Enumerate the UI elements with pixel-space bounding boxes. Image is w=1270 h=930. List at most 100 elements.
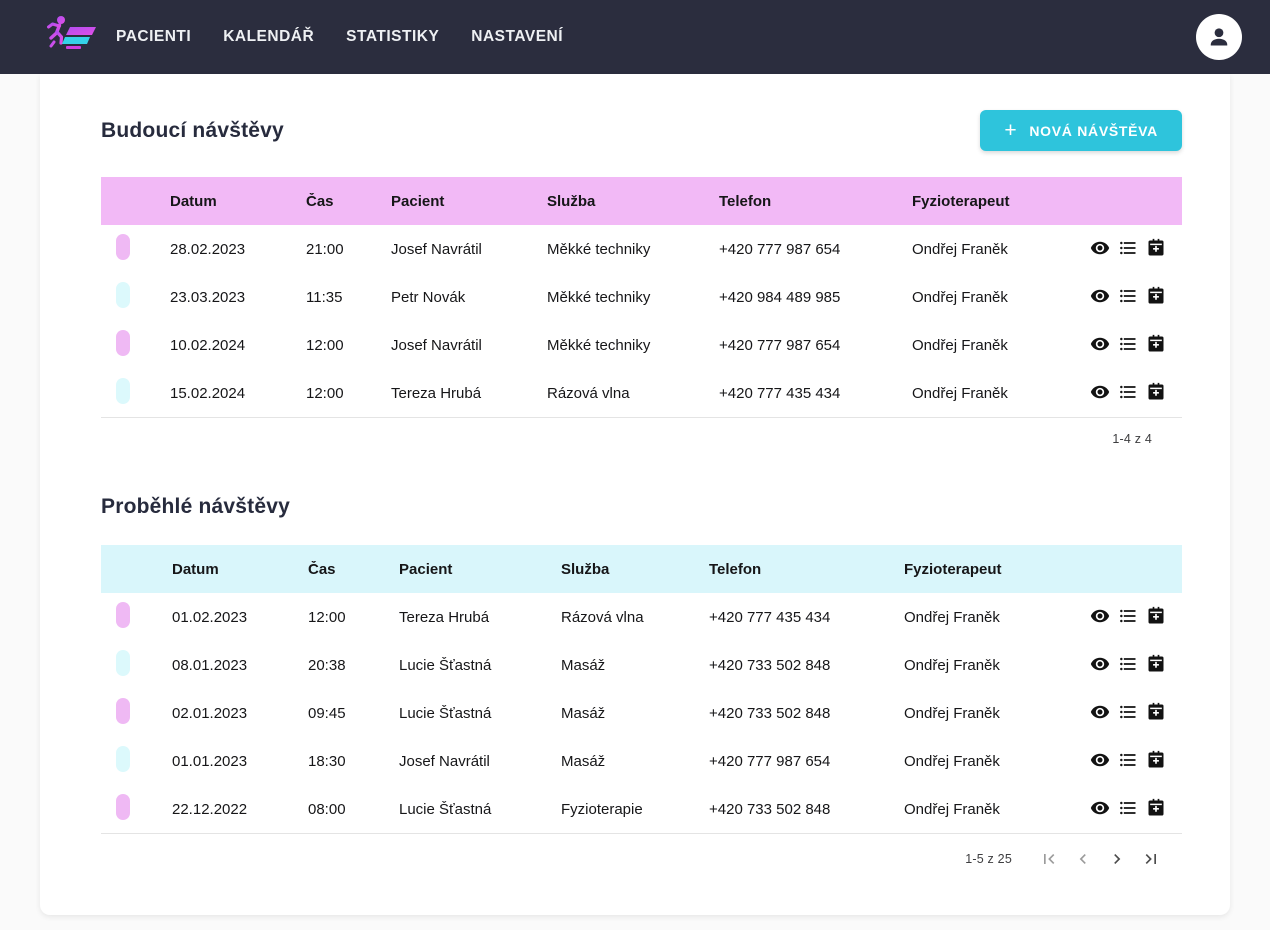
cell-datum: 22.12.2022	[172, 801, 308, 818]
main-navigation: PACIENTI KALENDÁŘ STATISTIKY NASTAVENÍ	[116, 28, 563, 46]
calendar-plus-icon	[1146, 238, 1166, 261]
detail-list-button[interactable]	[1117, 334, 1139, 356]
view-button[interactable]	[1089, 382, 1111, 404]
past-table-header: DatumČasPacientSlužbaTelefonFyzioterapeu…	[101, 545, 1182, 593]
add-to-calendar-button[interactable]	[1145, 654, 1167, 676]
cell-cas: 12:00	[306, 385, 391, 402]
previous-page-button[interactable]	[1066, 842, 1100, 876]
cell-pacient: Petr Novák	[391, 289, 547, 306]
row-color-cell	[101, 282, 170, 312]
eye-icon	[1090, 286, 1110, 309]
add-to-calendar-button[interactable]	[1145, 606, 1167, 628]
chevron-right-icon	[1107, 849, 1127, 869]
eye-icon	[1090, 702, 1110, 725]
add-to-calendar-button[interactable]	[1145, 750, 1167, 772]
list-icon	[1118, 750, 1138, 773]
row-color-cell	[101, 378, 170, 408]
detail-list-button[interactable]	[1117, 750, 1139, 772]
cell-datum: 01.02.2023	[172, 609, 308, 626]
add-to-calendar-button[interactable]	[1145, 798, 1167, 820]
view-button[interactable]	[1089, 798, 1111, 820]
eye-icon	[1090, 382, 1110, 405]
cell-cas: 08:00	[308, 801, 399, 818]
past-range-label: 1-5 z 25	[965, 852, 1012, 866]
upcoming-table-header: DatumČasPacientSlužbaTelefonFyzioterapeu…	[101, 177, 1182, 225]
row-actions	[1089, 606, 1182, 628]
table-row: 23.03.202311:35Petr NovákMěkké techniky+…	[101, 273, 1182, 321]
upcoming-table-footer: 1-4 z 4	[101, 417, 1182, 459]
cell-fyzioterapeut: Ondřej Franěk	[912, 337, 1089, 354]
cell-cas: 18:30	[308, 753, 399, 770]
cell-telefon: +420 777 987 654	[719, 241, 912, 258]
calendar-plus-icon	[1146, 334, 1166, 357]
app-logo	[40, 12, 102, 62]
table-row: 28.02.202321:00Josef NavrátilMěkké techn…	[101, 225, 1182, 273]
list-icon	[1118, 238, 1138, 261]
row-actions	[1089, 750, 1182, 772]
cell-sluzba: Masáž	[561, 705, 709, 722]
upcoming-table-body: 28.02.202321:00Josef NavrátilMěkké techn…	[101, 225, 1182, 417]
upcoming-visits-table: DatumČasPacientSlužbaTelefonFyzioterapeu…	[101, 177, 1182, 459]
add-to-calendar-button[interactable]	[1145, 286, 1167, 308]
table-row: 10.02.202412:00Josef NavrátilMěkké techn…	[101, 321, 1182, 369]
list-icon	[1118, 798, 1138, 821]
view-button[interactable]	[1089, 750, 1111, 772]
top-navbar: PACIENTI KALENDÁŘ STATISTIKY NASTAVENÍ	[0, 0, 1270, 74]
next-page-button[interactable]	[1100, 842, 1134, 876]
chevron-left-icon	[1073, 849, 1093, 869]
runner-icon	[49, 16, 66, 46]
cell-sluzba: Masáž	[561, 753, 709, 770]
add-to-calendar-button[interactable]	[1145, 238, 1167, 260]
logo-stripes	[62, 27, 96, 49]
status-pill	[116, 602, 130, 628]
first-page-button[interactable]	[1032, 842, 1066, 876]
detail-list-button[interactable]	[1117, 286, 1139, 308]
detail-list-button[interactable]	[1117, 606, 1139, 628]
cell-cas: 21:00	[306, 241, 391, 258]
detail-list-button[interactable]	[1117, 382, 1139, 404]
row-actions	[1089, 238, 1182, 260]
column-header-4: Služba	[547, 193, 719, 210]
nav-item-pacienti[interactable]: PACIENTI	[116, 28, 191, 46]
detail-list-button[interactable]	[1117, 654, 1139, 676]
cell-datum: 15.02.2024	[170, 385, 306, 402]
cell-fyzioterapeut: Ondřej Franěk	[912, 241, 1089, 258]
row-color-cell	[101, 330, 170, 360]
calendar-plus-icon	[1146, 382, 1166, 405]
last-page-button[interactable]	[1134, 842, 1168, 876]
column-header-3: Pacient	[391, 193, 547, 210]
table-row: 01.02.202312:00Tereza HrubáRázová vlna+4…	[101, 593, 1182, 641]
new-visit-button[interactable]: + NOVÁ NÁVŠTĚVA	[980, 110, 1182, 151]
cell-fyzioterapeut: Ondřej Franěk	[904, 705, 1089, 722]
view-button[interactable]	[1089, 238, 1111, 260]
cell-sluzba: Měkké techniky	[547, 337, 719, 354]
eye-icon	[1090, 750, 1110, 773]
cell-sluzba: Masáž	[561, 657, 709, 674]
status-pill	[116, 650, 130, 676]
cell-sluzba: Měkké techniky	[547, 241, 719, 258]
last-page-icon	[1141, 849, 1161, 869]
column-header-2: Čas	[306, 193, 391, 210]
add-to-calendar-button[interactable]	[1145, 702, 1167, 724]
add-to-calendar-button[interactable]	[1145, 334, 1167, 356]
row-actions	[1089, 286, 1182, 308]
cell-cas: 20:38	[308, 657, 399, 674]
user-avatar-button[interactable]	[1196, 14, 1242, 60]
view-button[interactable]	[1089, 286, 1111, 308]
nav-item-nastaveni[interactable]: NASTAVENÍ	[471, 28, 563, 46]
detail-list-button[interactable]	[1117, 238, 1139, 260]
list-icon	[1118, 382, 1138, 405]
detail-list-button[interactable]	[1117, 702, 1139, 724]
detail-list-button[interactable]	[1117, 798, 1139, 820]
view-button[interactable]	[1089, 334, 1111, 356]
view-button[interactable]	[1089, 606, 1111, 628]
cell-pacient: Josef Navrátil	[391, 337, 547, 354]
view-button[interactable]	[1089, 702, 1111, 724]
nav-item-statistiky[interactable]: STATISTIKY	[346, 28, 439, 46]
view-button[interactable]	[1089, 654, 1111, 676]
cell-telefon: +420 777 987 654	[719, 337, 912, 354]
add-to-calendar-button[interactable]	[1145, 382, 1167, 404]
nav-item-kalendar[interactable]: KALENDÁŘ	[223, 28, 314, 46]
plus-icon: +	[1004, 120, 1017, 141]
list-icon	[1118, 334, 1138, 357]
